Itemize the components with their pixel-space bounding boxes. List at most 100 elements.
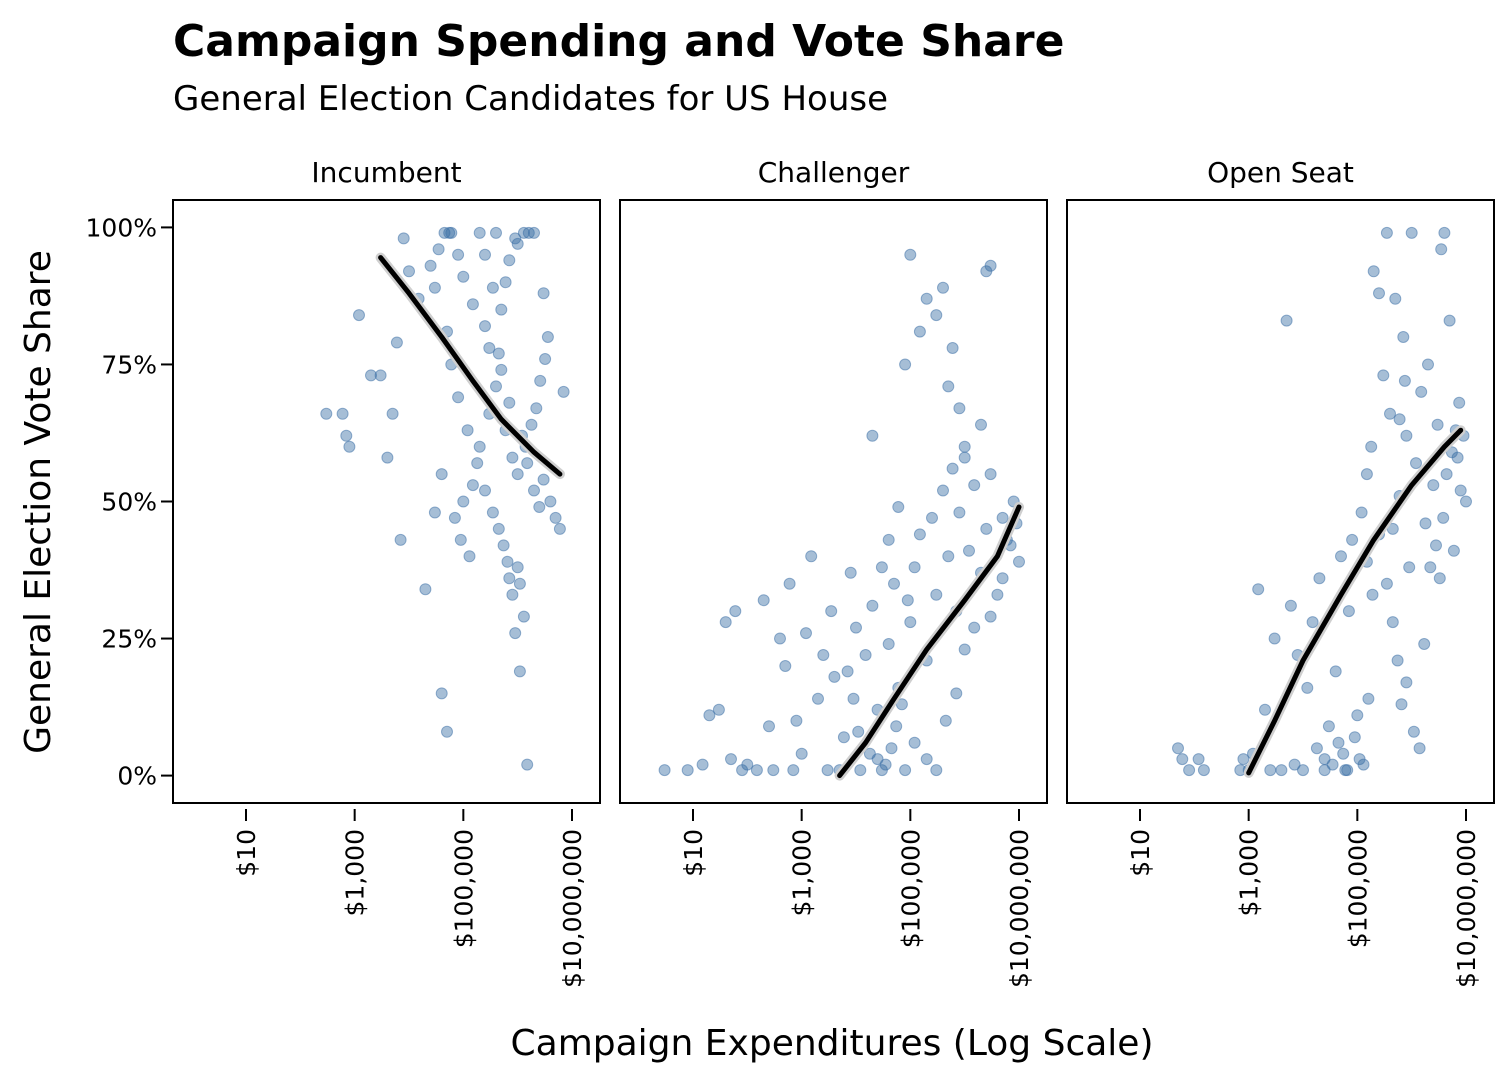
data-point xyxy=(920,753,933,766)
data-point xyxy=(725,753,737,766)
data-point xyxy=(850,621,862,634)
data-point xyxy=(438,226,451,239)
data-point xyxy=(837,731,850,744)
data-point xyxy=(930,588,943,601)
data-point xyxy=(1407,725,1420,738)
data-point xyxy=(750,764,763,777)
data-point xyxy=(899,358,912,371)
data-point xyxy=(908,561,921,574)
data-point xyxy=(901,594,914,607)
data-point xyxy=(996,572,1009,585)
data-point xyxy=(443,226,456,239)
y-tick-label: 0% xyxy=(117,762,157,791)
data-point xyxy=(1329,665,1342,678)
data-point xyxy=(1192,753,1205,766)
data-point xyxy=(950,687,963,700)
data-point xyxy=(895,698,908,711)
data-point xyxy=(703,709,716,722)
data-point xyxy=(1297,764,1309,777)
data-point xyxy=(506,451,519,464)
data-point xyxy=(521,758,534,771)
data-point xyxy=(1326,758,1339,771)
data-point xyxy=(448,511,461,524)
data-point xyxy=(1357,758,1370,771)
data-point xyxy=(904,616,917,629)
data-point xyxy=(1413,742,1426,755)
data-point xyxy=(946,462,959,475)
data-point xyxy=(1259,703,1271,716)
facet-panel: Open Seat $10 $1,000 $100,000 $10,000,000 xyxy=(1066,156,1495,988)
data-point xyxy=(397,232,410,245)
data-point xyxy=(435,468,448,481)
data-point xyxy=(920,292,933,305)
data-point xyxy=(767,764,780,777)
x-tick-label: $1,000 xyxy=(341,829,370,916)
data-point xyxy=(452,248,465,261)
data-point xyxy=(1264,764,1277,777)
data-point xyxy=(521,457,534,470)
data-point xyxy=(340,429,353,442)
data-point xyxy=(1268,632,1281,645)
data-point xyxy=(466,479,479,492)
data-point xyxy=(471,457,484,470)
data-point xyxy=(790,714,803,727)
y-tick-label: 75% xyxy=(101,350,157,379)
data-point xyxy=(908,736,921,749)
facet-label: Challenger xyxy=(758,156,910,189)
data-point xyxy=(787,764,800,777)
data-point xyxy=(681,764,694,777)
data-point xyxy=(1377,369,1390,382)
data-point xyxy=(1362,692,1375,705)
data-point xyxy=(479,248,491,261)
facet-label: Open Seat xyxy=(1207,156,1354,189)
data-point xyxy=(1366,588,1379,601)
data-point xyxy=(452,391,465,404)
data-point xyxy=(783,577,796,590)
data-point xyxy=(1418,638,1431,650)
data-point xyxy=(1346,533,1359,546)
data-point xyxy=(1313,572,1326,585)
data-point xyxy=(1431,418,1444,431)
x-axis-title: Campaign Expenditures (Log Scale) xyxy=(511,1023,1154,1064)
x-tick-label: $10 xyxy=(679,829,708,877)
points-group xyxy=(320,226,570,771)
data-point xyxy=(958,451,971,464)
data-point xyxy=(1337,747,1350,760)
panel-frame xyxy=(619,199,1048,804)
data-point xyxy=(1197,764,1210,777)
data-point xyxy=(490,380,502,393)
data-point xyxy=(1310,742,1323,755)
data-point xyxy=(1284,599,1297,612)
data-point xyxy=(457,495,470,508)
data-point xyxy=(1400,429,1413,442)
data-point xyxy=(461,424,474,437)
data-point xyxy=(899,764,912,777)
data-point xyxy=(847,692,860,705)
data-point xyxy=(513,665,526,678)
data-point xyxy=(473,226,486,239)
data-point xyxy=(984,468,997,481)
data-point xyxy=(1342,605,1355,618)
data-point xyxy=(930,309,943,322)
data-point xyxy=(1403,561,1416,574)
data-point xyxy=(534,374,547,387)
points-group xyxy=(1172,226,1472,777)
data-point xyxy=(1183,764,1196,777)
data-point xyxy=(821,764,834,777)
data-point xyxy=(528,484,540,497)
data-point xyxy=(1288,758,1301,771)
data-point xyxy=(544,495,557,508)
panel-frame xyxy=(172,199,601,804)
data-point xyxy=(817,649,830,661)
data-point xyxy=(779,660,792,672)
data-point xyxy=(511,237,524,250)
data-point xyxy=(866,429,879,442)
data-point xyxy=(1445,446,1458,459)
data-point xyxy=(428,281,441,294)
data-point xyxy=(553,522,566,535)
data-point xyxy=(904,248,917,261)
data-point xyxy=(320,407,333,420)
data-point xyxy=(1237,753,1250,766)
data-point xyxy=(1365,440,1378,453)
data-point xyxy=(963,544,975,557)
